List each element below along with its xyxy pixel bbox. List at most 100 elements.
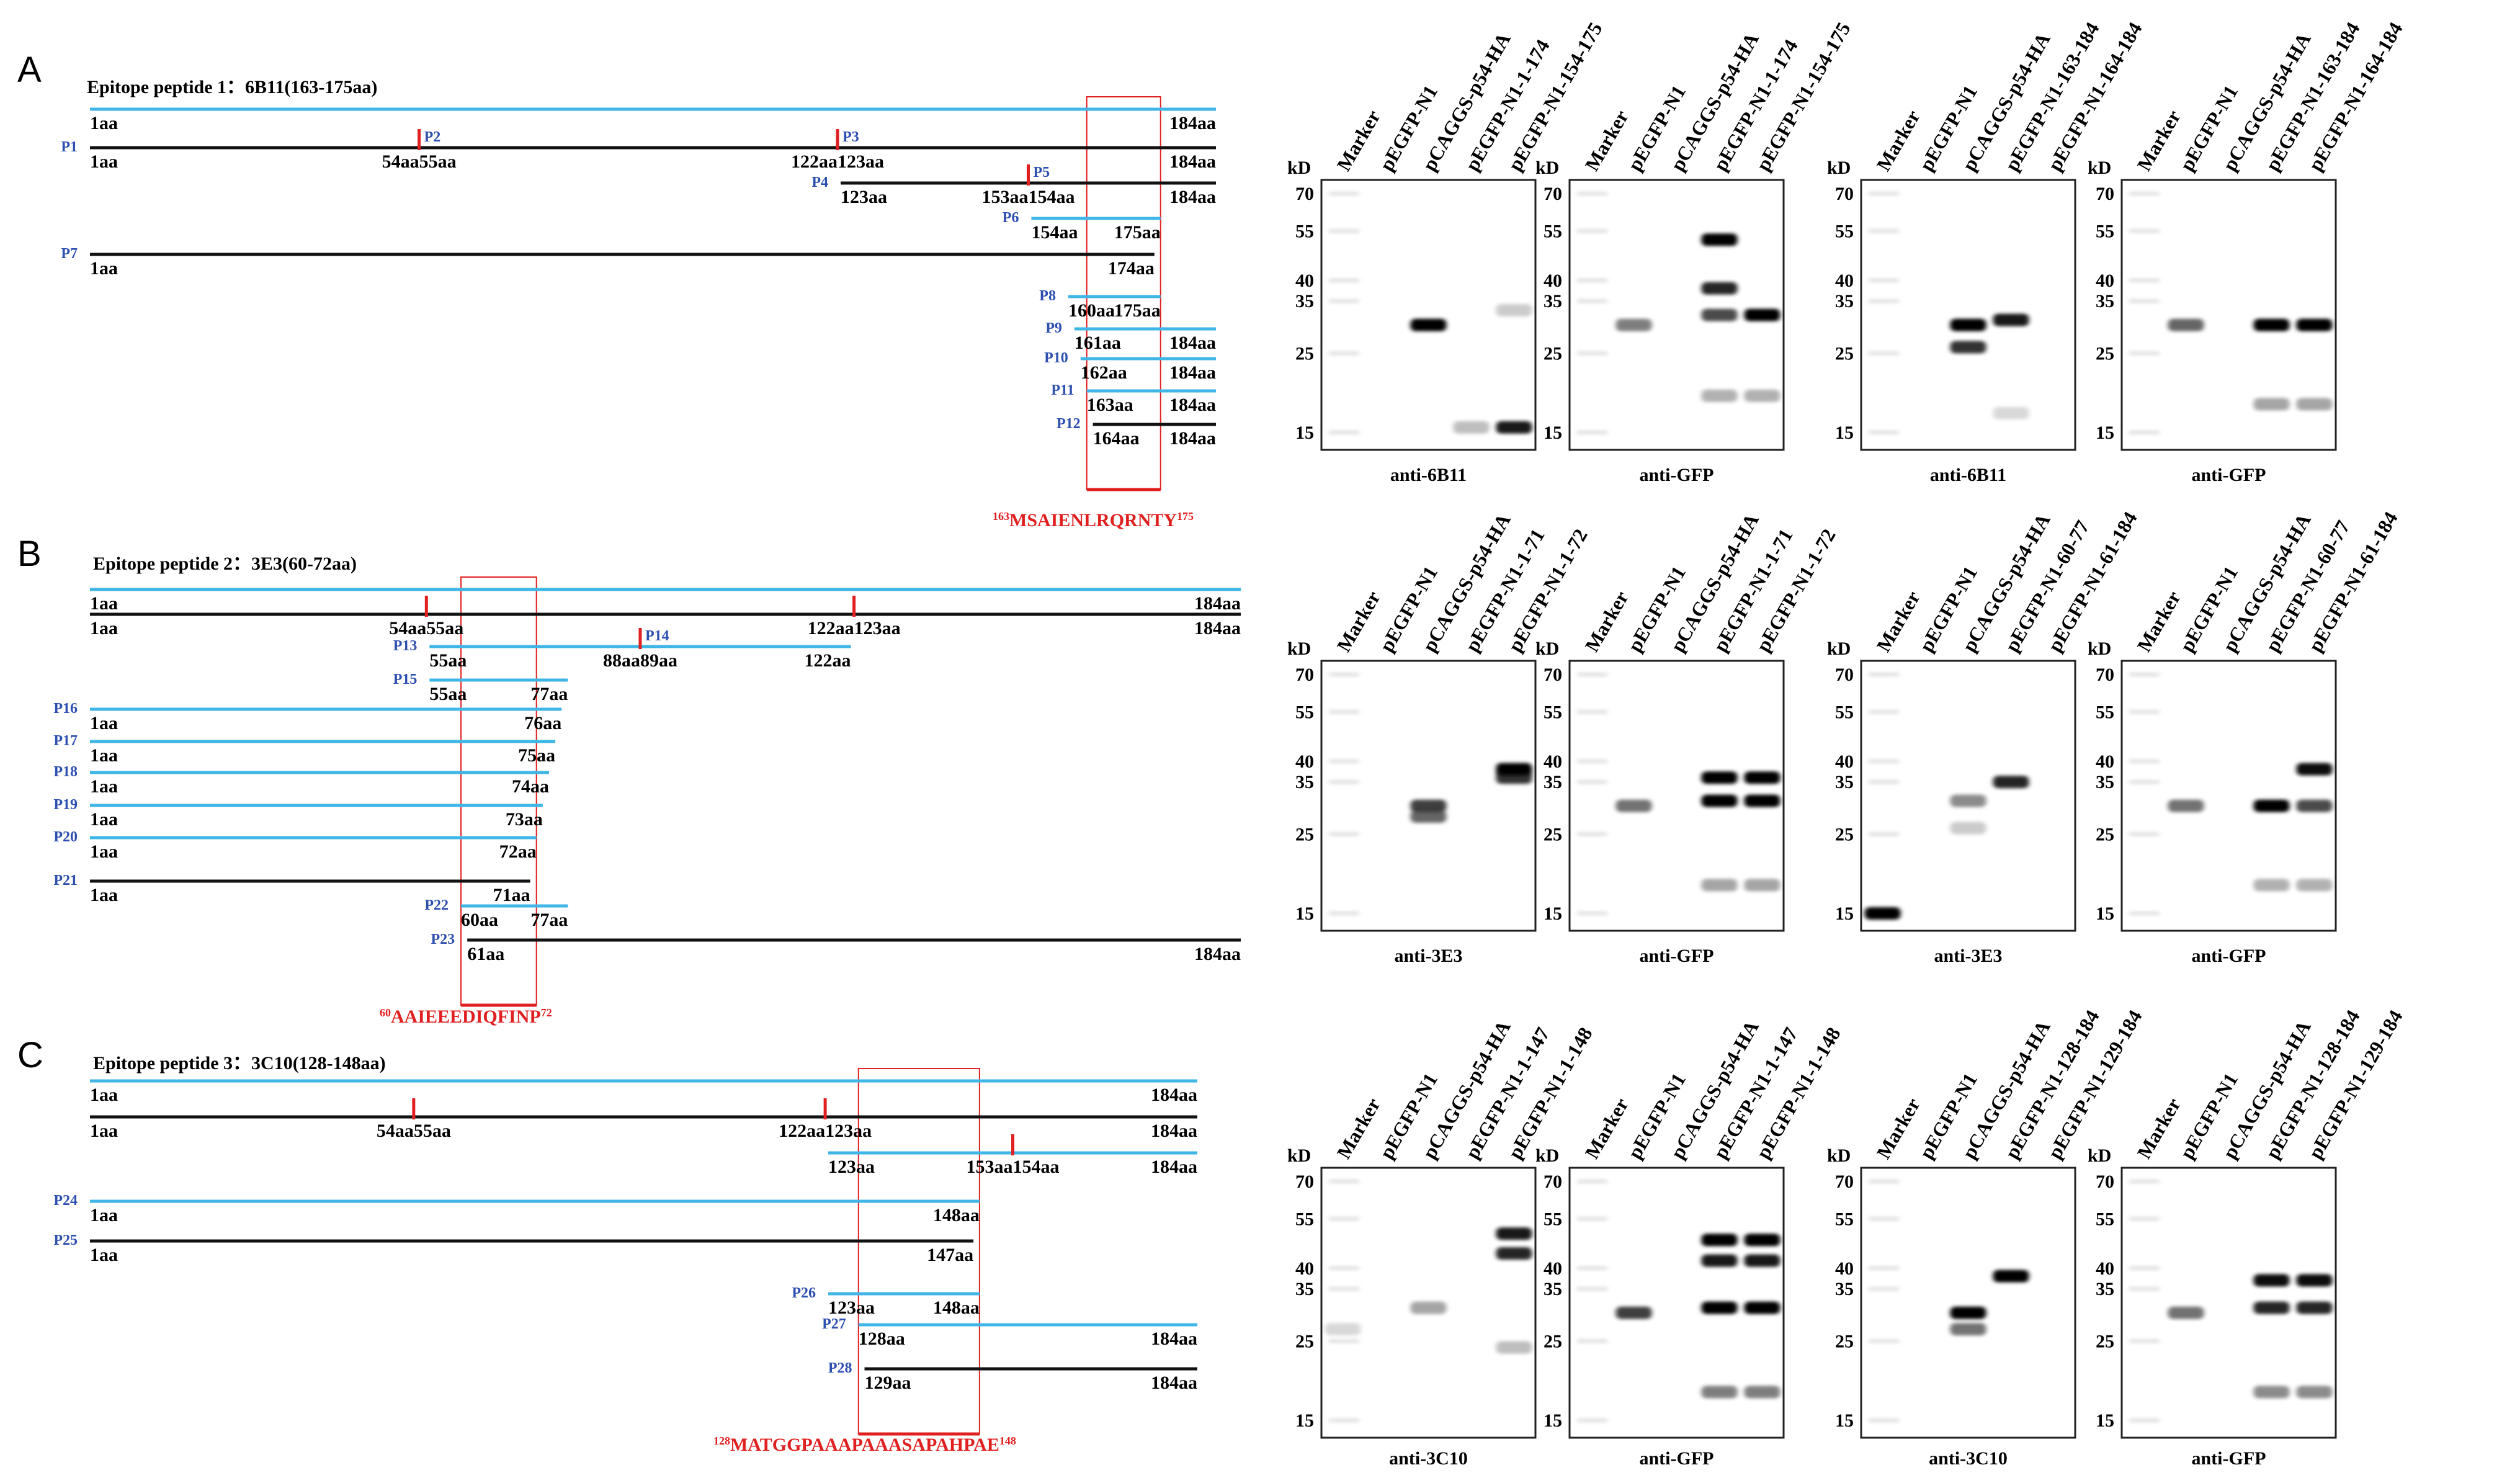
aa-position-label: 174aa [1108, 258, 1155, 279]
kd-marker-label: 70 [2096, 184, 2114, 204]
protein-band [2253, 1301, 2290, 1314]
protein-band [1744, 308, 1781, 321]
construct-row: P21 1aa 71aa [53, 872, 530, 905]
kd-marker-label: 40 [1295, 271, 1314, 291]
epitope-start-sup: 163 [993, 510, 1009, 522]
protein-band [2168, 1306, 2204, 1319]
ladder-band [1869, 229, 1899, 233]
protein-band [1410, 1301, 1447, 1314]
construct-row: P17 1aa 75aa [53, 733, 556, 766]
epitope-sequence: 128MATGGPAAAPAAASAPAHPAE148 [713, 1435, 1016, 1455]
construct-name: P4 [811, 174, 828, 190]
kd-marker-label: 55 [1544, 702, 1562, 722]
blot-antibody-caption: anti-GFP [1640, 465, 1714, 485]
kd-unit-label: kD [2088, 158, 2111, 178]
kd-marker-label: 25 [1295, 1331, 1314, 1351]
blot-frame [1860, 179, 2076, 451]
ladder-band [1869, 759, 1899, 763]
kd-marker-label: 35 [1544, 1279, 1562, 1299]
protein-band [1744, 1386, 1781, 1399]
ladder-band [1329, 710, 1359, 714]
ladder-band [1577, 431, 1607, 434]
construct-row: P6 154aa 175aa [1003, 210, 1161, 243]
protein-band [1615, 799, 1652, 812]
protein-band [1410, 810, 1447, 823]
western-blot: kD705540352515MarkerpEGFP-N1pCAGGS-p54-H… [1535, 509, 1840, 966]
ladder-band [1329, 278, 1359, 282]
protein-band [1496, 421, 1532, 434]
aa-position-label: 154aa [1029, 187, 1075, 207]
construct-row: P9 161aa 184aa [1045, 320, 1216, 353]
kd-marker-label: 55 [1544, 221, 1562, 241]
aa-position-label: 184aa [1169, 113, 1216, 133]
protein-band [1496, 1341, 1532, 1354]
kd-marker-label: 40 [2096, 1258, 2114, 1279]
construct-name: P13 [393, 638, 418, 654]
kd-marker-label: 70 [1544, 184, 1562, 204]
protein-band [2253, 799, 2290, 812]
construct-name: P24 [53, 1193, 78, 1209]
protein-band [2296, 879, 2333, 892]
ladder-band [1329, 299, 1359, 303]
ladder-band [2129, 1287, 2160, 1291]
aa-position-label: 1aa [90, 885, 118, 905]
ladder-band [1329, 1217, 1359, 1221]
aa-position-label: 55aa [429, 684, 467, 704]
aa-position-label: 77aa [530, 684, 568, 704]
aa-position-label: 55aa [414, 1121, 451, 1141]
kd-marker-label: 55 [1544, 1209, 1562, 1229]
kd-marker-label: 15 [1544, 423, 1562, 443]
construct-row: P4 P5 123aa 153aa 154aa 184aa [811, 164, 1216, 207]
blot-antibody-caption: anti-3E3 [1394, 946, 1462, 966]
kd-marker-label: 55 [2096, 221, 2114, 241]
ladder-band [1329, 1287, 1359, 1291]
kd-marker-label: 35 [2096, 772, 2114, 792]
kd-marker-label: 55 [2096, 1209, 2114, 1229]
construct-row: P18 1aa 74aa [53, 764, 549, 797]
epitope-sequence: 60AAIEEEDIQFINP72 [380, 1006, 552, 1027]
protein-band [1410, 799, 1447, 812]
protein-band [1744, 1254, 1781, 1267]
western-blot: kD705540352515MarkerpEGFP-N1pCAGGS-p54-H… [1827, 1006, 2147, 1469]
aa-position-label: 184aa [1169, 362, 1216, 383]
protein-band [2253, 398, 2290, 411]
aa-position-label: 128aa [859, 1328, 905, 1349]
protein-band [1615, 1306, 1652, 1319]
aa-position-label: 1aa [90, 1205, 118, 1225]
epitope-title: Epitope peptide 3：3C10(128-148aa) [93, 1053, 386, 1073]
protein-band [1701, 389, 1738, 402]
western-blot: kD705540352515MarkerpEGFP-N1pCAGGS-p54-H… [1827, 18, 2147, 485]
kd-marker-label: 35 [1544, 772, 1562, 792]
ladder-band [1577, 710, 1607, 714]
construct-name: P15 [393, 671, 418, 688]
aa-position-label: 1aa [90, 1121, 118, 1141]
protein-band [2296, 1386, 2333, 1399]
ladder-band [1329, 1339, 1359, 1343]
ladder-band [1329, 1418, 1359, 1422]
ladder-band [1577, 1418, 1607, 1422]
aa-position-label: 55aa [426, 618, 463, 638]
protein-band [2296, 318, 2333, 331]
ladder-band [1577, 1339, 1607, 1343]
epitope-end-sup: 72 [541, 1006, 552, 1019]
aa-position-label: 76aa [524, 713, 561, 733]
aa-position-label: 60aa [461, 910, 498, 930]
kd-unit-label: kD [1827, 1145, 1851, 1166]
aa-position-label: 1aa [90, 113, 118, 133]
kd-marker-label: 55 [1835, 702, 1854, 722]
protein-band [2253, 1274, 2290, 1287]
construct-name: P26 [792, 1285, 816, 1301]
aa-position-label: 1aa [90, 841, 118, 862]
construct-row: P13 P14 55aa 88aa 89aa 122aa [393, 628, 851, 671]
protein-band [1993, 313, 2029, 326]
kd-marker-label: 40 [1295, 751, 1314, 772]
ladder-band [2129, 832, 2160, 836]
ladder-band [1577, 1266, 1607, 1270]
construct-name: P7 [61, 246, 78, 262]
ladder-band [1869, 673, 1899, 676]
ladder-band [1869, 278, 1899, 282]
aa-position-label: 153aa [982, 187, 1029, 207]
aa-position-label: 122aa [808, 618, 854, 638]
ladder-band [1577, 912, 1607, 915]
